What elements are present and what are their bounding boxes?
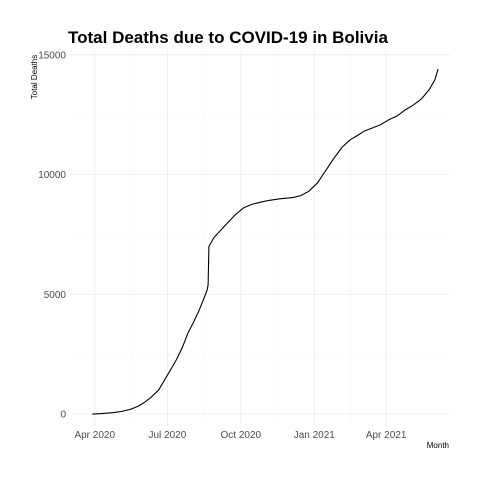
- x-tick-label: Apr 2021: [366, 430, 407, 441]
- x-tick-label: Apr 2020: [74, 430, 115, 441]
- chart-title: Total Deaths due to COVID-19 in Bolivia: [68, 28, 388, 47]
- series-line-total-deaths: [92, 69, 439, 415]
- x-tick-label: Oct 2020: [221, 430, 262, 441]
- y-axis: 0 5000 10000 15000: [38, 50, 66, 420]
- y-tick-label: 5000: [44, 290, 67, 301]
- x-axis: Apr 2020 Jul 2020 Oct 2020 Jan 2021 Apr 2021: [74, 430, 406, 441]
- y-axis-title: Total Deaths: [30, 55, 39, 99]
- grid: [70, 50, 450, 426]
- y-tick-label: 10000: [38, 170, 66, 181]
- x-tick-label: Jul 2020: [148, 430, 186, 441]
- x-axis-title: Month: [427, 441, 449, 450]
- y-tick-label: 15000: [38, 50, 66, 61]
- series-layer: [92, 69, 439, 415]
- y-tick-label: 0: [60, 410, 66, 421]
- x-tick-label: Jan 2021: [294, 430, 336, 441]
